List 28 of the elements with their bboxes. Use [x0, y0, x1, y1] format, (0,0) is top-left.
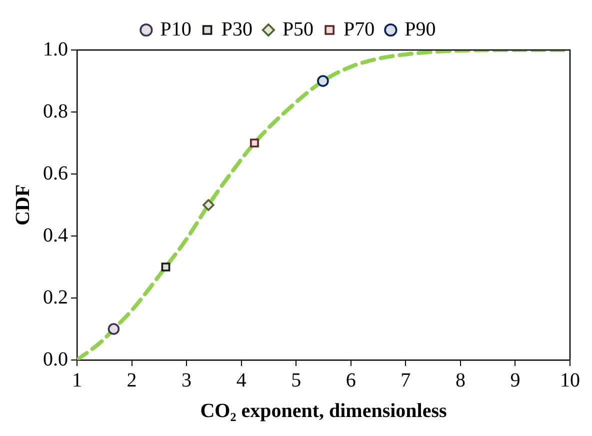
point: [250, 138, 259, 148]
x-tick-label: 5: [291, 369, 302, 392]
x-tick-label: 8: [455, 369, 466, 392]
point: [317, 75, 329, 87]
x-tick-label: 2: [126, 369, 137, 392]
y-tick-label: 0.0: [43, 348, 68, 370]
x-axis-title: CO₂ exponent, dimensionless: [200, 400, 447, 422]
x-tick-label: 1: [72, 369, 82, 392]
y-tick-label: 1.0: [43, 38, 68, 60]
y-tick-label: 0.2: [43, 286, 68, 308]
y-tick-label: 0.8: [43, 100, 68, 122]
x-tick-label: 4: [236, 369, 246, 392]
x-tick-label: 7: [400, 369, 411, 392]
y-tick-label: 0.6: [43, 162, 68, 184]
point: [108, 323, 120, 335]
legend-label: P50: [282, 18, 314, 40]
legend-label: P90: [404, 18, 436, 40]
legend-label: P30: [221, 18, 252, 40]
x-tick-label: 3: [182, 369, 192, 392]
x-tick-label: 10: [560, 369, 580, 392]
x-tick-label: 9: [510, 369, 520, 392]
y-axis-title: CDF: [12, 184, 34, 226]
legend-label: P10: [160, 18, 192, 40]
point: [161, 262, 170, 272]
y-tick-label: 0.4: [43, 224, 68, 246]
x-tick-label: 6: [346, 369, 356, 392]
point: [202, 199, 214, 211]
legend-label: P70: [344, 18, 375, 40]
